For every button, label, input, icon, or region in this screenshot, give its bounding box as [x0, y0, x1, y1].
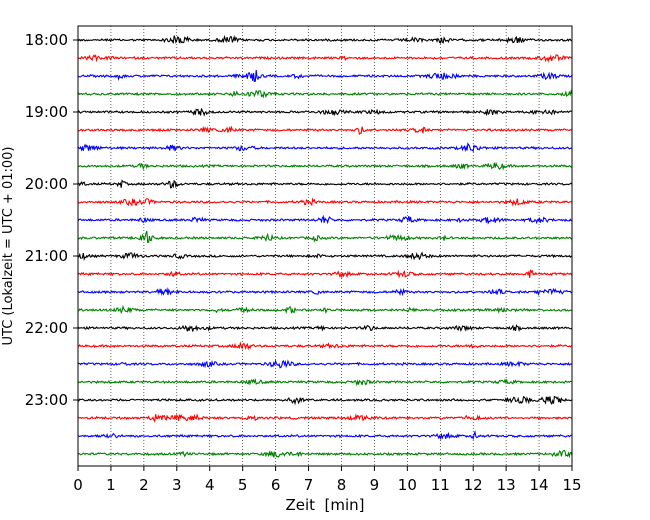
seismic-trace-line [77, 377, 573, 387]
seismic-trace-line [77, 179, 573, 189]
seismic-trace-line [77, 34, 573, 45]
seismic-trace-line [77, 54, 573, 63]
x-tick-label: 8 [337, 476, 347, 494]
seismic-traces [77, 34, 573, 459]
x-axis-label: Zeit [min] [285, 496, 364, 514]
seismic-trace-line [77, 269, 573, 279]
y-tick-label: 22:00 [25, 319, 68, 337]
seismic-trace-line [77, 214, 573, 225]
x-tick-label: 10 [398, 476, 417, 494]
y-tick-label: 23:00 [25, 391, 68, 409]
x-tick-label: 15 [562, 476, 581, 494]
seismic-trace-line [77, 304, 573, 315]
y-axis-ticks: 18:00 19:00 20:00 21:00 22:00 23:00 [25, 31, 78, 409]
seismic-trace-line [77, 324, 573, 333]
x-tick-label: 4 [205, 476, 215, 494]
x-tick-label: 7 [304, 476, 314, 494]
x-tick-label: 0 [73, 476, 83, 494]
x-tick-label: 3 [172, 476, 182, 494]
seismic-trace-line [77, 70, 573, 82]
seismic-trace-line [77, 287, 573, 297]
y-tick-label: 21:00 [25, 247, 68, 265]
seismic-trace-line [77, 161, 573, 171]
y-tick-label: 20:00 [25, 175, 68, 193]
x-tick-label: 13 [497, 476, 516, 494]
x-tick-label: 11 [431, 476, 450, 494]
seismic-trace-line [77, 413, 573, 423]
seismic-trace-line [77, 395, 573, 406]
x-tick-label: 2 [139, 476, 149, 494]
y-tick-label: 18:00 [25, 31, 68, 49]
seismic-trace-line [77, 359, 573, 369]
y-tick-label: 19:00 [25, 103, 68, 121]
seismic-trace-line [77, 89, 573, 99]
x-tick-label: 12 [464, 476, 483, 494]
seismic-trace-line [77, 125, 573, 136]
seismic-trace-line [77, 142, 573, 153]
x-tick-label: 5 [238, 476, 248, 494]
plot-frame [77, 25, 573, 467]
x-tick-label: 1 [106, 476, 116, 494]
grid-lines [110, 26, 540, 466]
seismic-trace-line [77, 108, 573, 117]
x-tick-label: 14 [530, 476, 549, 494]
seismic-trace-line [77, 429, 573, 441]
seismic-trace-line [77, 341, 573, 351]
seismic-trace-line [77, 251, 573, 262]
seismic-trace-line [77, 197, 573, 207]
x-axis-ticks: 0 1 2 3 4 5 6 7 8 9 10 11 12 13 14 15 [73, 466, 582, 494]
x-tick-label: 9 [370, 476, 380, 494]
seismic-trace-line [77, 449, 573, 459]
x-tick-label: 6 [271, 476, 281, 494]
y-axis-label: UTC (Lokalzeit = UTC + 01:00) [1, 147, 16, 346]
seismic-trace-line [77, 230, 573, 244]
